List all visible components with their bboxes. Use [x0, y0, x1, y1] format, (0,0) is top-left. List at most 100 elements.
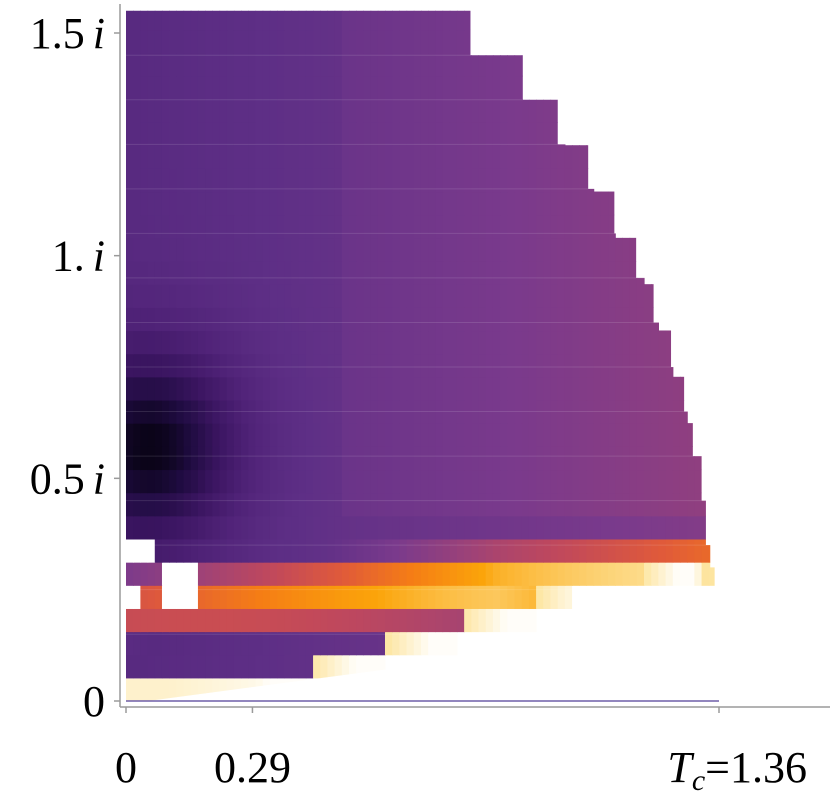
heatmap-cell — [464, 29, 472, 54]
heatmap-cell — [313, 191, 321, 216]
heatmap-cell — [248, 0, 256, 7]
heatmap-cell — [147, 538, 156, 563]
heatmap-cell — [550, 538, 559, 563]
heatmap-cell — [363, 29, 372, 54]
heatmap-cell — [341, 654, 350, 679]
heatmap-cell — [284, 52, 293, 77]
heatmap-cell — [464, 75, 472, 100]
heatmap-cell — [133, 122, 141, 146]
heatmap-cell — [262, 677, 271, 701]
heatmap-cell — [241, 168, 249, 193]
heatmap-cell — [126, 168, 134, 193]
heatmap-cell — [133, 446, 141, 471]
heatmap-cell — [226, 446, 235, 471]
heatmap-cell — [665, 492, 674, 517]
heatmap-cell — [406, 538, 415, 563]
heatmap-cell — [492, 538, 501, 563]
heatmap-cell — [363, 562, 372, 586]
heatmap-cell — [608, 376, 616, 401]
heatmap-cell — [629, 376, 638, 401]
heatmap-cell — [399, 562, 408, 586]
heatmap-cell — [349, 307, 357, 332]
heatmap-cell — [413, 562, 422, 586]
heatmap-cell — [291, 330, 300, 355]
heatmap-cell — [449, 562, 458, 586]
heatmap-cell — [349, 654, 357, 679]
heatmap-cell — [579, 446, 588, 471]
heatmap-cell — [536, 191, 544, 216]
heatmap-cell — [176, 515, 185, 540]
heatmap-cell — [197, 515, 206, 540]
heatmap-cell — [471, 191, 480, 216]
heatmap-cell — [298, 585, 307, 609]
heatmap-cell — [478, 52, 487, 77]
heatmap-cell — [521, 515, 530, 540]
heatmap-cell — [370, 654, 379, 679]
heatmap-cell — [550, 98, 559, 123]
heatmap-cell — [248, 10, 257, 31]
heatmap-cell — [521, 330, 530, 355]
heatmap-cell — [147, 376, 156, 401]
heatmap-cell — [536, 261, 544, 285]
heatmap-cell — [485, 608, 494, 633]
heatmap-cell — [197, 98, 206, 123]
heatmap-cell — [521, 538, 530, 563]
heatmap-cell — [356, 353, 365, 378]
heatmap-cell — [385, 585, 393, 609]
heatmap-cell — [334, 585, 343, 609]
heatmap-cell — [305, 492, 314, 517]
heatmap-cell — [233, 562, 242, 586]
heatmap-cell — [485, 237, 494, 262]
heatmap-cell — [190, 538, 199, 563]
heatmap-cell — [313, 608, 321, 633]
heatmap-cell — [442, 376, 451, 401]
heatmap-cell — [334, 376, 343, 401]
heatmap-cell — [615, 261, 624, 285]
heatmap-cell — [485, 399, 494, 424]
heatmap-cell — [197, 562, 206, 586]
heatmap-cell — [385, 423, 393, 447]
heatmap-cell — [420, 122, 429, 146]
heatmap-cell — [140, 376, 149, 401]
x-tick-label-tc: Tc=1.36 — [667, 743, 807, 796]
heatmap-cell — [269, 330, 278, 355]
heatmap-cell — [169, 608, 177, 633]
heatmap-cell — [190, 631, 199, 656]
heatmap-cell — [255, 562, 264, 586]
heatmap-cell — [226, 423, 235, 447]
heatmap-cell — [212, 168, 221, 193]
heatmap-cell — [219, 237, 228, 262]
heatmap-cell — [478, 122, 487, 146]
heatmap-cell — [456, 492, 465, 517]
heatmap-cell — [161, 446, 170, 471]
heatmap-cell — [197, 423, 206, 447]
heatmap-cell — [305, 214, 314, 239]
heatmap-cell — [665, 538, 674, 563]
heatmap-cell — [161, 469, 170, 494]
heatmap-cell — [651, 469, 659, 494]
heatmap-cell — [313, 307, 321, 332]
heatmap-cell — [169, 75, 177, 100]
heatmap-cell — [600, 353, 609, 378]
heatmap-cell — [507, 446, 516, 471]
heatmap-cell — [363, 353, 372, 378]
heatmap-cell — [392, 585, 400, 609]
heatmap-cell — [521, 399, 530, 424]
heatmap-cell — [233, 29, 242, 54]
heatmap-cell — [370, 75, 379, 100]
heatmap-cell — [305, 353, 314, 378]
heatmap-cell — [305, 145, 314, 169]
heatmap-cell — [154, 399, 163, 424]
heatmap-cell — [356, 562, 365, 586]
heatmap-cell — [320, 191, 329, 216]
heatmap-cell — [449, 98, 458, 123]
heatmap-cell — [572, 492, 580, 517]
heatmap-cell — [593, 492, 602, 517]
heatmap-cell — [190, 98, 199, 123]
heatmap-cell — [147, 75, 156, 100]
heatmap-cell — [356, 399, 365, 424]
heatmap-cell — [341, 631, 350, 656]
heatmap-cell — [233, 677, 242, 701]
heatmap-cell — [471, 330, 480, 355]
heatmap-cell — [622, 399, 631, 424]
